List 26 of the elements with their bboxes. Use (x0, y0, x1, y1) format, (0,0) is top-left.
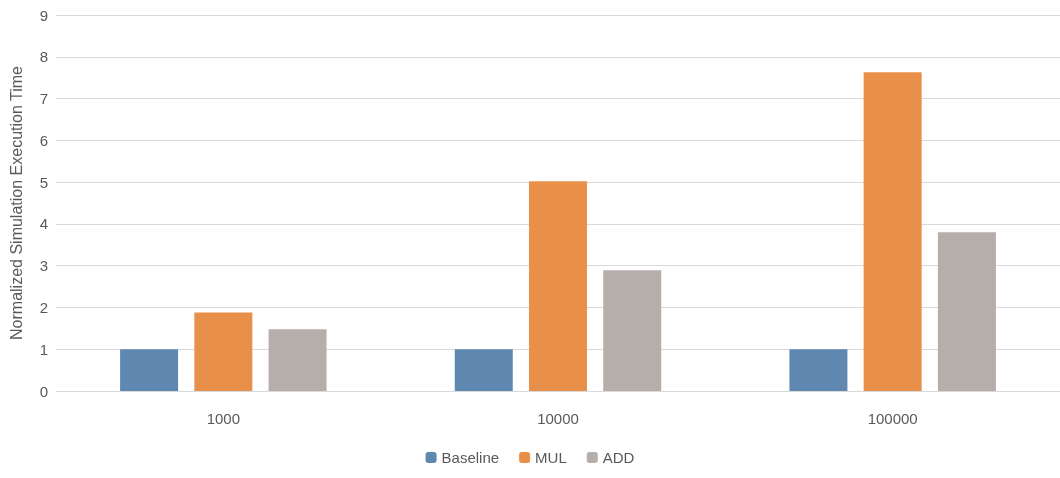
bar (863, 72, 922, 391)
x-tick-label: 10000 (537, 410, 579, 427)
y-tick-label: 3 (39, 257, 48, 275)
y-tick-label: 5 (39, 173, 48, 191)
bar (194, 312, 253, 391)
y-tick-label: 7 (39, 90, 48, 108)
x-tick-label: 100000 (867, 410, 918, 427)
legend-label: ADD (602, 449, 635, 466)
y-tick-label: 9 (39, 6, 48, 24)
y-tick-label: 1 (39, 340, 48, 358)
y-tick-label: 4 (39, 215, 48, 233)
legend-label: MUL (535, 449, 567, 466)
bar (529, 181, 587, 391)
legend-label: Baseline (441, 449, 500, 466)
y-tick-label: 0 (39, 382, 48, 400)
x-tick-label: 1000 (206, 410, 241, 427)
bar (937, 232, 996, 391)
bar (789, 349, 848, 391)
bar (268, 329, 327, 391)
bar (603, 270, 662, 391)
y-axis-title: Normalized Simulation Execution Time (7, 65, 25, 340)
bar (120, 349, 179, 391)
bar (454, 349, 513, 391)
y-tick-label: 6 (39, 131, 48, 149)
y-tick-label: 8 (39, 48, 48, 66)
y-tick-label: 2 (39, 298, 48, 316)
